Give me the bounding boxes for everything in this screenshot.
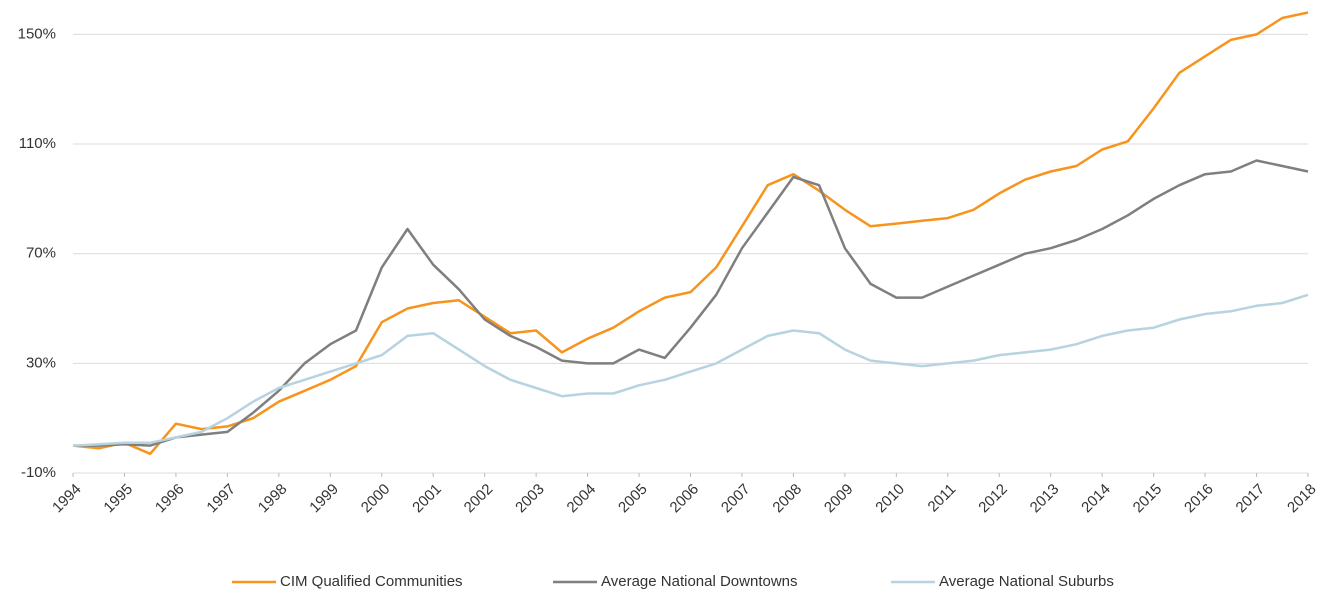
legend: CIM Qualified Communities Average Nationa… xyxy=(232,573,1114,590)
x-tick-label: 2005 xyxy=(615,481,651,517)
x-tick-label: 1998 xyxy=(255,481,291,517)
x-tick-label: 2016 xyxy=(1181,481,1217,517)
x-tick-label: 1994 xyxy=(49,481,85,517)
x-tick-label: 2017 xyxy=(1233,481,1269,517)
x-tick-label: 2014 xyxy=(1078,481,1114,517)
x-tick-label: 2015 xyxy=(1130,481,1166,517)
x-tick-label: 2002 xyxy=(461,481,497,517)
x-tick-label: 2006 xyxy=(667,481,703,517)
series-line xyxy=(72,11,1309,456)
legend-label: CIM Qualified Communities xyxy=(280,573,463,590)
y-tick-label: 70% xyxy=(26,245,56,262)
series-line xyxy=(72,293,1309,447)
x-tick-label: 2009 xyxy=(821,481,857,517)
y-tick-label: -10% xyxy=(21,464,56,481)
x-tick-label: 2011 xyxy=(925,481,960,516)
x-tick-label: 2004 xyxy=(564,481,600,517)
legend-label: Average National Downtowns xyxy=(601,573,798,590)
x-tick-label: 1996 xyxy=(152,481,188,517)
y-tick-label: 30% xyxy=(26,354,56,371)
legend-label: Average National Suburbs xyxy=(939,573,1114,590)
x-tick-label: 2001 xyxy=(409,481,445,517)
x-tick-label: 2007 xyxy=(718,481,754,517)
x-tick-label: 2013 xyxy=(1027,481,1063,517)
x-tick-label: 1997 xyxy=(203,481,239,517)
x-tick-label: 1999 xyxy=(306,481,342,517)
x-tick-label: 2012 xyxy=(975,481,1011,517)
y-tick-label: 150% xyxy=(18,25,56,42)
x-tick-label: 2018 xyxy=(1284,481,1320,517)
x-tick-label: 2000 xyxy=(358,481,394,517)
x-tick-label: 1995 xyxy=(100,481,136,517)
x-tick-label: 2008 xyxy=(769,481,805,517)
x-tick-label: 2003 xyxy=(512,481,548,517)
series-line xyxy=(73,159,1309,447)
y-tick-label: 110% xyxy=(19,135,56,152)
x-tick-label: 2010 xyxy=(872,481,908,517)
